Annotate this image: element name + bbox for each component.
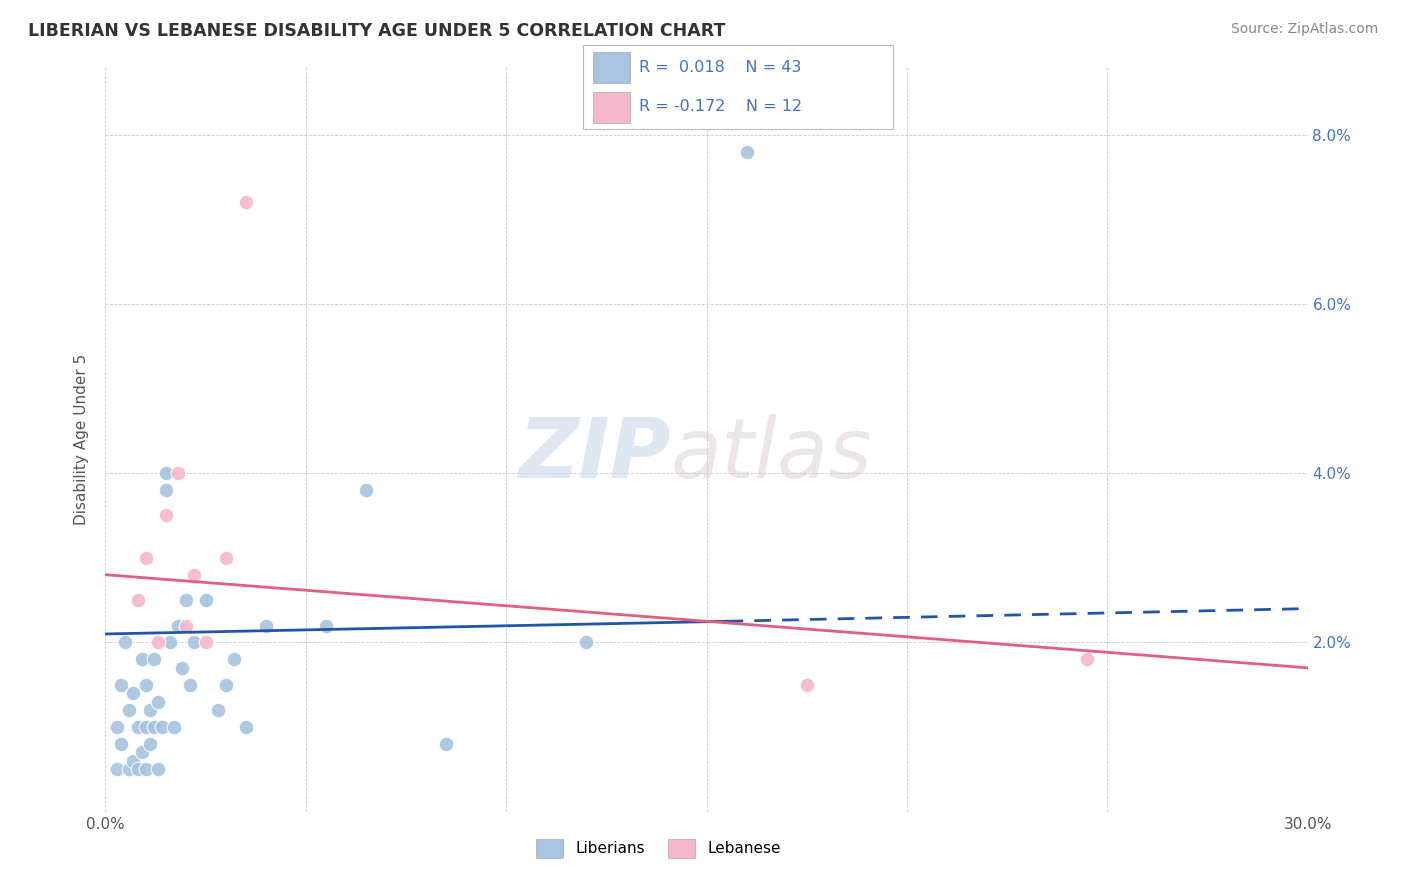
Point bbox=[135, 678, 157, 692]
FancyBboxPatch shape bbox=[583, 45, 893, 129]
Point bbox=[146, 695, 169, 709]
Y-axis label: Disability Age Under 5: Disability Age Under 5 bbox=[75, 354, 90, 524]
Text: Source: ZipAtlas.com: Source: ZipAtlas.com bbox=[1230, 22, 1378, 37]
Point bbox=[166, 466, 188, 480]
Point bbox=[166, 618, 188, 632]
Point bbox=[127, 593, 149, 607]
Point bbox=[135, 550, 157, 565]
Point bbox=[135, 763, 157, 777]
Point bbox=[138, 703, 160, 717]
Point bbox=[235, 195, 257, 210]
Point bbox=[122, 686, 145, 700]
Point bbox=[222, 652, 245, 666]
Text: atlas: atlas bbox=[671, 414, 872, 495]
Point bbox=[159, 635, 181, 649]
Point bbox=[122, 754, 145, 768]
Point bbox=[170, 661, 193, 675]
Text: R =  0.018    N = 43: R = 0.018 N = 43 bbox=[640, 60, 801, 75]
Point bbox=[162, 720, 184, 734]
Text: LIBERIAN VS LEBANESE DISABILITY AGE UNDER 5 CORRELATION CHART: LIBERIAN VS LEBANESE DISABILITY AGE UNDE… bbox=[28, 22, 725, 40]
Point bbox=[118, 763, 141, 777]
Point bbox=[127, 720, 149, 734]
Text: ZIP: ZIP bbox=[517, 414, 671, 495]
Point bbox=[142, 652, 165, 666]
Point bbox=[110, 678, 132, 692]
Point bbox=[138, 737, 160, 751]
Point bbox=[114, 635, 136, 649]
Point bbox=[235, 720, 257, 734]
Point bbox=[194, 635, 217, 649]
Point bbox=[183, 635, 205, 649]
Point bbox=[174, 593, 197, 607]
Point bbox=[127, 763, 149, 777]
Point bbox=[155, 466, 177, 480]
Point bbox=[146, 635, 169, 649]
Point bbox=[135, 720, 157, 734]
Point bbox=[118, 703, 141, 717]
Point bbox=[155, 508, 177, 523]
Point bbox=[107, 720, 129, 734]
Legend: Liberians, Lebanese: Liberians, Lebanese bbox=[530, 833, 787, 863]
Point bbox=[183, 567, 205, 582]
Point bbox=[146, 763, 169, 777]
Point bbox=[110, 737, 132, 751]
Text: R = -0.172    N = 12: R = -0.172 N = 12 bbox=[640, 99, 803, 114]
Point bbox=[1076, 652, 1098, 666]
Point bbox=[179, 678, 201, 692]
Point bbox=[107, 763, 129, 777]
Point bbox=[434, 737, 457, 751]
Point bbox=[194, 593, 217, 607]
Point bbox=[131, 652, 153, 666]
Point bbox=[354, 483, 377, 497]
Point bbox=[207, 703, 229, 717]
FancyBboxPatch shape bbox=[593, 92, 630, 122]
FancyBboxPatch shape bbox=[593, 53, 630, 83]
Point bbox=[214, 550, 236, 565]
Point bbox=[131, 746, 153, 760]
Point bbox=[150, 720, 173, 734]
Point bbox=[155, 483, 177, 497]
Point bbox=[575, 635, 598, 649]
Point bbox=[254, 618, 277, 632]
Point bbox=[214, 678, 236, 692]
Point bbox=[796, 678, 818, 692]
Point bbox=[735, 145, 758, 159]
Point bbox=[315, 618, 337, 632]
Point bbox=[142, 720, 165, 734]
Point bbox=[174, 618, 197, 632]
